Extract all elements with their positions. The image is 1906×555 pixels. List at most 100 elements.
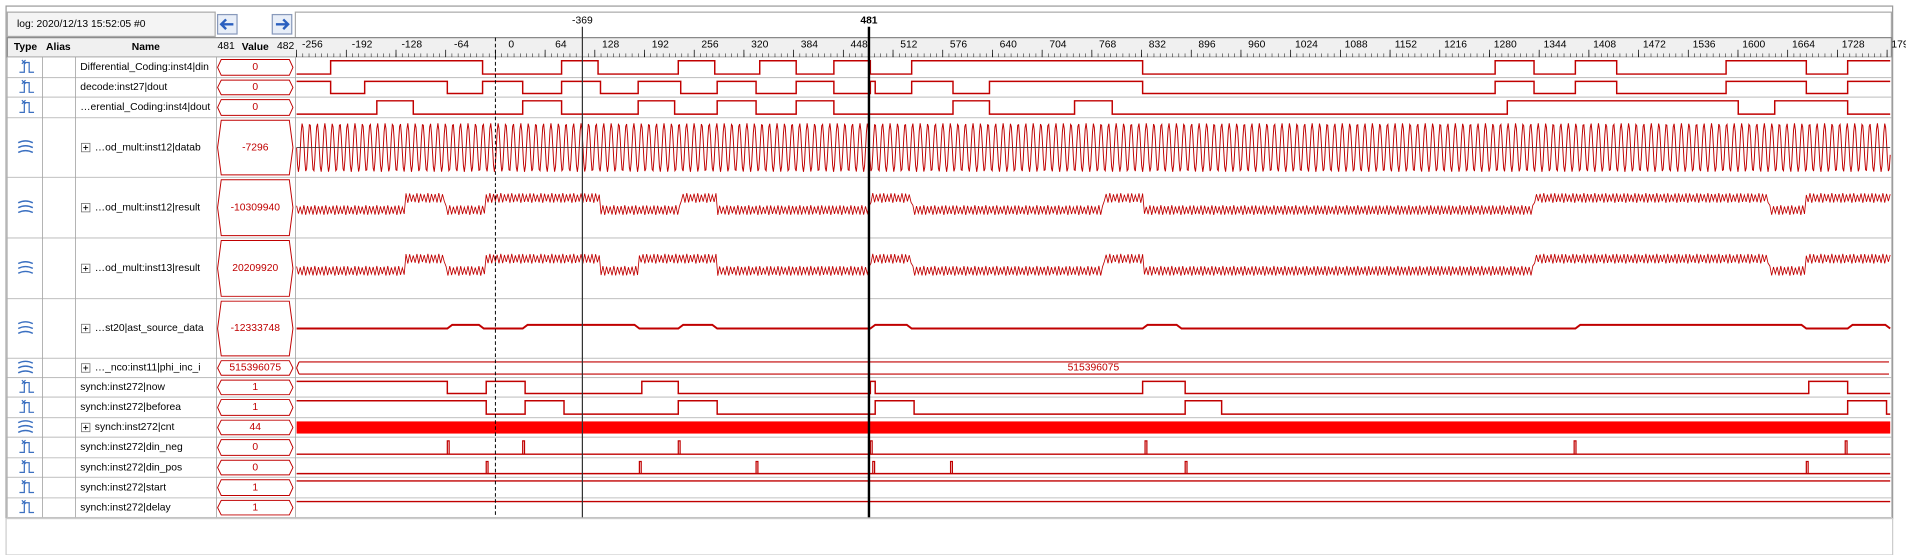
digital-wave (296, 59, 1891, 75)
markers: 481 -369 (494, 15, 878, 518)
signal-name: …od_mult:inst12|datab (95, 142, 201, 153)
value-box (217, 439, 294, 456)
value-box (217, 479, 294, 496)
signal-name: synch:inst272|now (80, 382, 165, 393)
value-box (217, 300, 294, 357)
expand-plus (83, 205, 89, 211)
axis-tick-label: 640 (1000, 40, 1017, 51)
col-name: Name (132, 42, 160, 53)
axis-tick-label: 1344 (1543, 40, 1566, 51)
marker-bar (294, 11, 1893, 39)
signal-name: synch:inst272|delay (80, 502, 171, 513)
signal-name: synch:inst272|beforea (80, 402, 181, 413)
pulse (872, 460, 876, 474)
signal-name: Differential_Coding:inst4|din (80, 62, 209, 73)
col-right-time: 482 (277, 41, 294, 52)
pulse (677, 440, 681, 455)
signal-value: 1 (252, 402, 258, 413)
signal-value: 1 (252, 382, 258, 393)
axis-tick-label: 960 (1248, 40, 1265, 51)
log-label: log: 2020/12/13 15:52:05 #0 (17, 19, 146, 30)
signal-rows: Differential_Coding:inst4|din 0 decode:ins… (6, 56, 1892, 518)
pulse (869, 440, 873, 455)
value-box (217, 79, 294, 96)
bus-fill (296, 421, 1891, 434)
col-value: Value (242, 42, 269, 53)
axis-tick-label: -64 (454, 40, 469, 51)
signal-value: 0 (252, 442, 258, 453)
signal-name: synch:inst272|din_pos (80, 462, 182, 473)
axis-tick-label: 1216 (1444, 40, 1467, 51)
type-icon (19, 439, 35, 453)
axis-tick-label: 1408 (1593, 40, 1616, 51)
axis-tick-label: 1024 (1295, 40, 1318, 51)
value-box (217, 119, 294, 176)
axis-tick-label: 256 (701, 40, 718, 51)
analog-wave (296, 253, 1891, 276)
value-box (217, 399, 294, 416)
axis-tick-label: 1088 (1345, 40, 1368, 51)
axis-tick-label: 192 (652, 40, 669, 51)
marker-label: -369 (572, 15, 593, 26)
type-icon (19, 499, 35, 514)
signal-value: -12333748 (231, 323, 281, 334)
waveforms: 515396075 (296, 59, 1891, 503)
signal-value: 515396075 (229, 363, 281, 374)
signal-value: 44 (250, 422, 262, 433)
type-icon (19, 379, 35, 393)
digital-wave (296, 80, 1891, 95)
signal-value: 1 (252, 482, 258, 493)
type-icon (19, 479, 35, 494)
type-icon (17, 360, 34, 374)
signal-value: 0 (252, 102, 258, 113)
empty-area (5, 517, 1894, 555)
value-box (217, 99, 294, 116)
pulse (638, 460, 642, 474)
col-left-time: 481 (217, 41, 234, 52)
expand-plus (83, 145, 89, 150)
signal-name: …od_mult:inst13|result (95, 263, 200, 274)
next-arrow (275, 18, 290, 31)
value-box (217, 179, 294, 237)
axis-tick-label: 1536 (1693, 40, 1716, 51)
bus-wave (296, 361, 1889, 375)
axis-tick-label: 64 (555, 40, 567, 51)
value-box (217, 419, 294, 436)
axis-tick-label: 1792 (1891, 40, 1906, 51)
signal-value: 0 (252, 462, 258, 473)
prev-arrow (219, 18, 234, 31)
signal-name: …erential_Coding:inst4|dout (80, 102, 210, 113)
pulse (1573, 440, 1577, 455)
axis-tick-label: 1152 (1395, 40, 1417, 51)
bus-value: 515396075 (1068, 363, 1120, 374)
value-box (217, 459, 294, 476)
digital-wave (296, 400, 1891, 415)
digital-wave (296, 380, 1891, 395)
pulse (522, 440, 526, 455)
axis-tick-label: 512 (900, 40, 917, 51)
digital-wave (296, 100, 1891, 115)
time-axis: -256 -192 -128 -64 0 64 128 192 256 320 384 448 512 5… (296, 40, 1906, 58)
axis-tick-label: 1728 (1842, 40, 1865, 51)
signal-row[interactable] (6, 497, 1892, 518)
value-box (217, 499, 294, 516)
type-icon (17, 260, 34, 274)
axis-tick-label: 768 (1099, 40, 1116, 51)
analog-wave (296, 323, 1891, 330)
axis-tick-label: 1600 (1742, 40, 1765, 51)
type-icon (19, 459, 35, 474)
type-icon (19, 59, 35, 73)
signal-value: 1 (252, 502, 258, 513)
signal-name: synch:inst272|start (80, 482, 166, 493)
axis-tick-label: 704 (1049, 40, 1066, 51)
signal-value: 0 (252, 62, 258, 73)
signal-value: 0 (252, 82, 258, 93)
signal-value: -7296 (242, 142, 269, 153)
marker-label: 481 (860, 15, 877, 26)
type-icon (17, 420, 34, 434)
axis-tick-label: 576 (950, 40, 967, 51)
type-icon (19, 79, 35, 93)
signal-value: 20209920 (232, 263, 278, 274)
axis-tick-label: 1664 (1792, 40, 1815, 51)
